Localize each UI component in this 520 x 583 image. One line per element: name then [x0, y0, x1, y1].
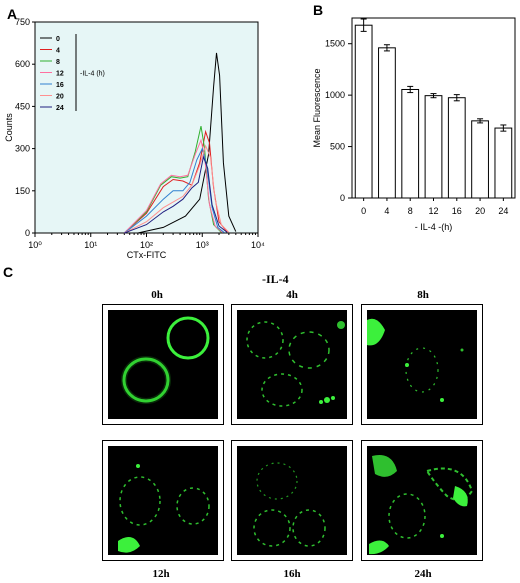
x-axis-label: CTx-FITC — [127, 250, 167, 260]
y-tick-label: 300 — [15, 144, 30, 154]
y-tick-label: 1500 — [325, 39, 345, 49]
legend-label-4: 4 — [56, 48, 60, 55]
series-line-24 — [124, 155, 228, 234]
x-tick-label: 10⁰ — [28, 240, 42, 250]
y-tick-label: 450 — [15, 101, 30, 111]
bar-chart: 0 500 1000 1500 0 4 8 12 16 20 24 - IL-4 -(h) Mean F… — [312, 17, 516, 232]
series-line-20 — [124, 144, 230, 234]
bar-24 — [494, 127, 513, 199]
plot-area — [34, 21, 259, 234]
series-line-12 — [123, 138, 223, 234]
legend-label-8: 8 — [56, 59, 60, 66]
x-tick-label: 0 — [361, 206, 366, 216]
time-label-8h: 8h — [417, 289, 429, 301]
x-tick-label: 16 — [452, 206, 462, 216]
x-tick-label: 12 — [428, 206, 438, 216]
legend-label-24: 24 — [56, 105, 64, 112]
y-tick-label: 150 — [15, 186, 30, 196]
x-tick-label: 10¹ — [84, 240, 97, 250]
bar-20 — [471, 120, 489, 199]
panel-label-b: B — [313, 2, 324, 18]
x-tick-label: 10³ — [196, 240, 209, 250]
series-line-16 — [123, 147, 225, 234]
micrograph-8h — [361, 304, 483, 425]
time-label-24h: 24h — [414, 568, 432, 580]
y-tick-label: 0 — [25, 228, 30, 238]
y-tick-label: 500 — [330, 142, 345, 152]
time-label-16h: 16h — [283, 568, 301, 580]
panel-label-a: A — [7, 6, 18, 22]
legend-label-12: 12 — [56, 71, 64, 78]
x-tick-label: 8 — [408, 206, 413, 216]
time-label-0h: 0h — [151, 289, 163, 301]
legend-note: -IL-4 (h) — [80, 71, 105, 78]
x-axis-label: - IL-4 -(h) — [415, 222, 453, 232]
y-axis-label: Counts — [4, 113, 14, 142]
micrograph-4h — [231, 304, 353, 425]
micrograph-12h — [102, 440, 224, 561]
x-tick-label: 10² — [140, 240, 153, 250]
x-tick-label: 20 — [475, 206, 485, 216]
legend-label-20: 20 — [56, 94, 64, 101]
micrograph-16h — [231, 440, 353, 561]
panel-c-title: -IL-4 — [262, 272, 289, 286]
y-tick-label: 1000 — [325, 90, 345, 100]
micrograph-24h — [361, 440, 483, 561]
histogram-chart: 0 150 300 450 600 750 10⁰ 10¹ 10² 10³ 10⁴ CTx-FITC C… — [4, 17, 265, 260]
time-label-4h: 4h — [286, 289, 298, 301]
time-label-12h: 12h — [152, 568, 170, 580]
bar-16 — [447, 97, 466, 199]
x-tick-label: 24 — [498, 206, 508, 216]
legend-label-16: 16 — [56, 82, 64, 89]
y-tick-label: 0 — [340, 193, 345, 203]
legend-label-0: 0 — [56, 36, 60, 43]
bar-4 — [378, 47, 396, 199]
x-tick-label: 4 — [384, 206, 389, 216]
y-tick-label: 750 — [15, 17, 30, 27]
bar-8 — [401, 88, 420, 199]
x-tick-label: 10⁴ — [251, 240, 265, 250]
series-line-0 — [137, 52, 237, 234]
bar-0 — [354, 24, 373, 199]
y-axis-label: Mean Fluorescence — [312, 68, 322, 147]
bar-12 — [424, 95, 443, 199]
panel-label-c: C — [3, 264, 14, 280]
micrograph-0h — [102, 304, 224, 425]
y-tick-label: 600 — [15, 59, 30, 69]
